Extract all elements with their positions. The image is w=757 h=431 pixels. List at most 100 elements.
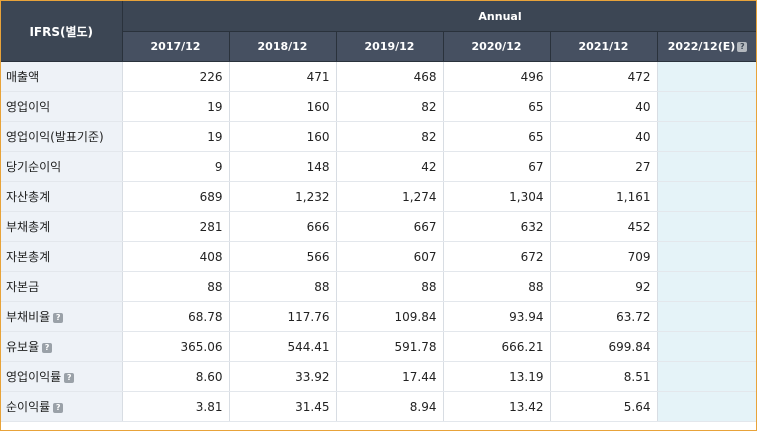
value-cell: 3.81 bbox=[122, 391, 230, 422]
year-header-2019: 2019/12 bbox=[336, 31, 444, 62]
value-cell: 93.94 bbox=[443, 301, 551, 332]
table-row: 영업이익(발표기준) 19 160 82 65 40 bbox=[1, 121, 756, 152]
value-cell: 365.06 bbox=[122, 331, 230, 362]
year-header-2022e: 2022/12(E)? bbox=[657, 31, 756, 62]
row-label: 당기순이익 bbox=[1, 151, 123, 182]
value-cell: 19 bbox=[122, 121, 230, 152]
value-cell: 607 bbox=[336, 241, 444, 272]
value-cell: 666 bbox=[229, 211, 337, 242]
table-row: 부채총계 281 666 667 632 452 bbox=[1, 211, 756, 242]
value-cell: 689 bbox=[122, 181, 230, 212]
value-cell bbox=[657, 181, 756, 212]
value-cell: 27 bbox=[550, 151, 658, 182]
year-header-2020: 2020/12 bbox=[443, 31, 551, 62]
value-cell: 281 bbox=[122, 211, 230, 242]
value-cell bbox=[657, 301, 756, 332]
table-row: 매출액 226 471 468 496 472 bbox=[1, 61, 756, 92]
annual-group-header: Annual bbox=[122, 1, 756, 32]
row-label: 자본금 bbox=[1, 271, 123, 302]
value-cell: 88 bbox=[443, 271, 551, 302]
row-label: 유보율? bbox=[1, 331, 123, 362]
value-cell: 468 bbox=[336, 61, 444, 92]
table-row: 부채비율? 68.78 117.76 109.84 93.94 63.72 bbox=[1, 301, 756, 332]
value-cell: 8.60 bbox=[122, 361, 230, 392]
value-cell: 699.84 bbox=[550, 331, 658, 362]
year-header-2018: 2018/12 bbox=[229, 31, 337, 62]
year-header-2021: 2021/12 bbox=[550, 31, 658, 62]
value-cell: 408 bbox=[122, 241, 230, 272]
table-row: 자산총계 689 1,232 1,274 1,304 1,161 bbox=[1, 181, 756, 212]
value-cell bbox=[657, 241, 756, 272]
value-cell: 632 bbox=[443, 211, 551, 242]
row-label: 자본총계 bbox=[1, 241, 123, 272]
value-cell: 109.84 bbox=[336, 301, 444, 332]
value-cell: 117.76 bbox=[229, 301, 337, 332]
value-cell: 33.92 bbox=[229, 361, 337, 392]
value-cell: 709 bbox=[550, 241, 658, 272]
value-cell bbox=[657, 361, 756, 392]
table-row: 자본총계 408 566 607 672 709 bbox=[1, 241, 756, 272]
value-cell: 8.51 bbox=[550, 361, 658, 392]
value-cell: 452 bbox=[550, 211, 658, 242]
value-cell: 68.78 bbox=[122, 301, 230, 332]
value-cell: 148 bbox=[229, 151, 337, 182]
value-cell bbox=[657, 121, 756, 152]
value-cell: 226 bbox=[122, 61, 230, 92]
value-cell: 1,274 bbox=[336, 181, 444, 212]
value-cell: 88 bbox=[229, 271, 337, 302]
value-cell bbox=[657, 91, 756, 122]
value-cell: 1,304 bbox=[443, 181, 551, 212]
table-row: 순이익률? 3.81 31.45 8.94 13.42 5.64 bbox=[1, 391, 756, 422]
value-cell: 8.94 bbox=[336, 391, 444, 422]
row-label: 매출액 bbox=[1, 61, 123, 92]
question-icon[interactable]: ? bbox=[53, 312, 64, 323]
value-cell: 160 bbox=[229, 91, 337, 122]
value-cell: 31.45 bbox=[229, 391, 337, 422]
value-cell: 17.44 bbox=[336, 361, 444, 392]
value-cell: 82 bbox=[336, 91, 444, 122]
question-icon[interactable]: ? bbox=[42, 342, 53, 353]
value-cell: 40 bbox=[550, 121, 658, 152]
table-row: 유보율? 365.06 544.41 591.78 666.21 699.84 bbox=[1, 331, 756, 362]
value-cell: 65 bbox=[443, 91, 551, 122]
question-icon[interactable]: ? bbox=[737, 42, 748, 52]
value-cell: 1,232 bbox=[229, 181, 337, 212]
table-row: 자본금 88 88 88 88 92 bbox=[1, 271, 756, 302]
value-cell bbox=[657, 151, 756, 182]
value-cell: 42 bbox=[336, 151, 444, 182]
value-cell: 63.72 bbox=[550, 301, 658, 332]
value-cell: 471 bbox=[229, 61, 337, 92]
accounting-standard-header: IFRS(별도) bbox=[1, 1, 123, 62]
value-cell: 19 bbox=[122, 91, 230, 122]
row-label: 영업이익(발표기준) bbox=[1, 121, 123, 152]
year-header-2017: 2017/12 bbox=[122, 31, 230, 62]
value-cell bbox=[657, 211, 756, 242]
value-cell: 82 bbox=[336, 121, 444, 152]
value-cell: 591.78 bbox=[336, 331, 444, 362]
question-icon[interactable]: ? bbox=[53, 402, 64, 413]
table-row: 당기순이익 9 148 42 67 27 bbox=[1, 151, 756, 182]
value-cell: 13.19 bbox=[443, 361, 551, 392]
value-cell: 566 bbox=[229, 241, 337, 272]
table-row: 영업이익 19 160 82 65 40 bbox=[1, 91, 756, 122]
value-cell: 672 bbox=[443, 241, 551, 272]
value-cell: 496 bbox=[443, 61, 551, 92]
value-cell: 1,161 bbox=[550, 181, 658, 212]
value-cell: 88 bbox=[122, 271, 230, 302]
value-cell: 5.64 bbox=[550, 391, 658, 422]
value-cell: 67 bbox=[443, 151, 551, 182]
value-cell: 92 bbox=[550, 271, 658, 302]
value-cell bbox=[657, 391, 756, 422]
row-label: 부채총계 bbox=[1, 211, 123, 242]
value-cell: 65 bbox=[443, 121, 551, 152]
value-cell: 544.41 bbox=[229, 331, 337, 362]
value-cell: 88 bbox=[336, 271, 444, 302]
row-label: 영업이익률? bbox=[1, 361, 123, 392]
value-cell: 40 bbox=[550, 91, 658, 122]
value-cell: 667 bbox=[336, 211, 444, 242]
value-cell bbox=[657, 331, 756, 362]
row-label: 부채비율? bbox=[1, 301, 123, 332]
question-icon[interactable]: ? bbox=[64, 372, 75, 383]
value-cell: 13.42 bbox=[443, 391, 551, 422]
